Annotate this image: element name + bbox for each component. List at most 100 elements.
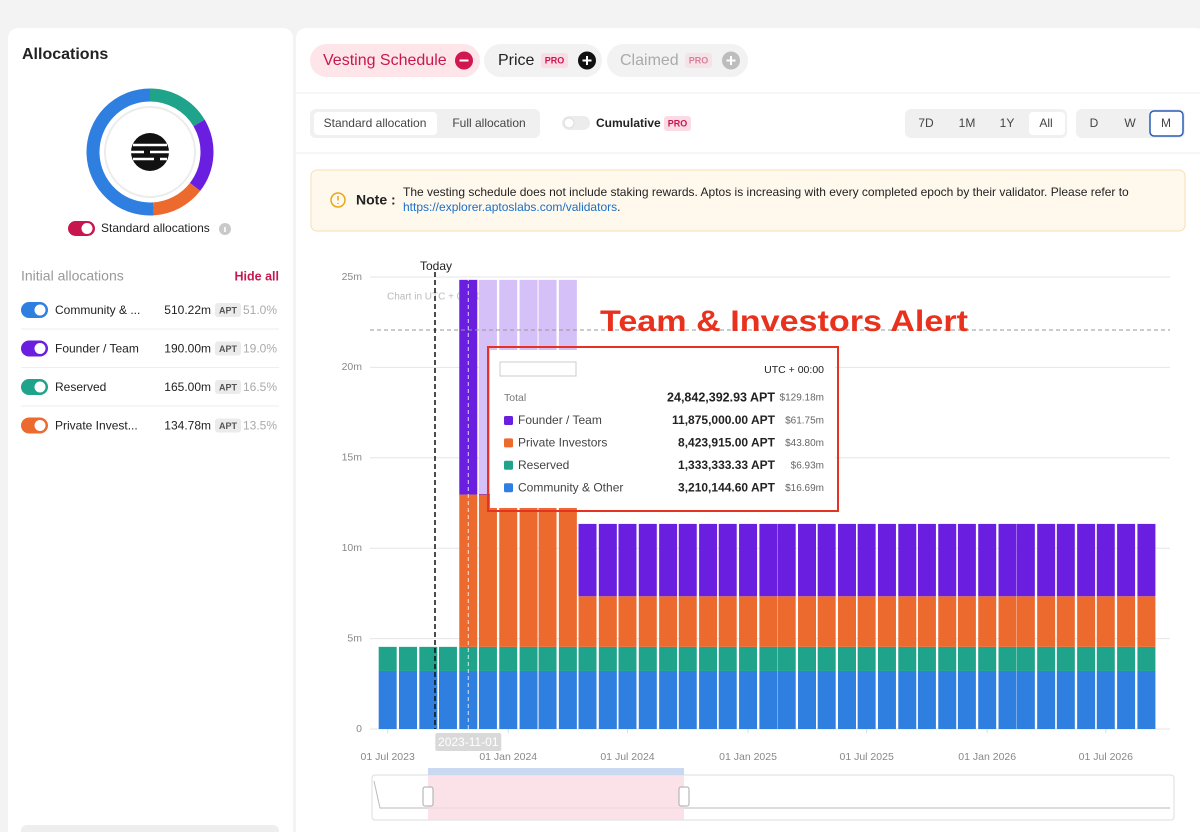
alert-box <box>487 346 839 512</box>
bar-segment <box>478 494 497 647</box>
bar-segment <box>618 670 637 729</box>
navigator-scrollbar[interactable] <box>428 768 684 775</box>
range-button[interactable]: 1Y <box>1000 116 1015 130</box>
tab[interactable] <box>607 44 748 77</box>
bar-segment <box>739 646 758 671</box>
toggle-label: Standard allocations <box>101 221 210 235</box>
bar-segment <box>638 670 657 729</box>
donut-segment <box>149 88 205 127</box>
hover-date-tag <box>435 733 502 751</box>
bar-segment <box>777 523 796 597</box>
bar-segment <box>759 670 778 729</box>
bar-segment <box>718 523 737 597</box>
bar-segment <box>1056 523 1075 597</box>
note-end: . <box>617 200 620 214</box>
unit-badge-text: APT <box>219 344 238 354</box>
bar-segment <box>1096 596 1115 647</box>
bar-segment <box>1137 646 1156 671</box>
logo-lines <box>131 143 169 161</box>
bar-segment <box>499 646 518 671</box>
tooltip-amount: 11,875,000.00 APT <box>672 413 776 427</box>
bar-segment <box>1117 596 1136 647</box>
bar-segment <box>978 596 997 647</box>
bar-segment <box>998 646 1017 671</box>
bar-segment <box>1077 646 1096 671</box>
range-control <box>905 109 1067 138</box>
donut-segment <box>86 88 154 216</box>
bar-segment <box>759 523 778 597</box>
navigator-selection[interactable] <box>428 775 684 820</box>
bar-segment <box>857 670 876 729</box>
bar-segment <box>699 523 718 597</box>
tooltip-series-name: Reserved <box>518 458 569 472</box>
bar-segment <box>998 670 1017 729</box>
bar-segment <box>759 646 778 671</box>
sidebar-title: Allocations <box>22 46 108 63</box>
tab[interactable] <box>310 44 480 77</box>
bar-segment <box>739 670 758 729</box>
tooltip-usd: $16.69m <box>785 483 824 494</box>
bar-segment <box>877 596 896 647</box>
bar-segment <box>419 670 438 729</box>
bar-segment <box>877 670 896 729</box>
bar-segment <box>718 646 737 671</box>
bar-segment <box>917 596 936 647</box>
navigator-handle[interactable] <box>422 786 434 807</box>
bar-segment <box>1137 523 1156 597</box>
allocation-mode[interactable]: Full allocation <box>452 116 525 130</box>
bar-segment <box>798 596 817 647</box>
bar-segment <box>957 596 976 647</box>
bar-segment <box>817 646 836 671</box>
tooltip-amount: 8,423,915.00 APT <box>678 436 776 450</box>
bar-segment <box>1037 670 1056 729</box>
bar-segment <box>917 646 936 671</box>
bar-segment <box>578 646 597 671</box>
unit-badge <box>215 380 241 394</box>
range-button[interactable]: All <box>1039 116 1052 130</box>
x-tick-label: 01 Jul 2026 <box>1079 751 1133 763</box>
allocation-percent: 13.5% <box>243 419 277 433</box>
donut-segment <box>152 182 201 216</box>
tooltip-rows: Founder / Team 11,875,000.00 APT $61.75m Pr… <box>504 413 824 494</box>
interval-button[interactable]: W <box>1124 116 1136 130</box>
bar-segment <box>1056 670 1075 729</box>
selected-segment <box>314 112 437 135</box>
bar-segment <box>978 523 997 597</box>
bar-segment <box>618 646 637 671</box>
selected-segment <box>1029 112 1065 135</box>
tooltip-usd: $61.75m <box>785 416 824 427</box>
tab-label: Price <box>498 52 535 69</box>
bar-segment <box>519 646 538 671</box>
bar-segment <box>718 670 737 729</box>
allocation-amount: 510.22m <box>164 303 211 317</box>
unit-badge <box>215 303 241 317</box>
controls: Standard allocation Full allocation 7D 1M 1Y… <box>324 116 1171 130</box>
bar-segment <box>1016 646 1035 671</box>
bar-segment <box>1137 596 1156 647</box>
bar-segment <box>459 279 478 495</box>
range-button[interactable]: 7D <box>918 116 934 130</box>
bar-segment <box>478 670 497 729</box>
bar-segment <box>857 523 876 597</box>
toggle-knob <box>34 381 46 393</box>
unit-badge-text: APT <box>219 382 238 392</box>
toggle-knob <box>81 223 93 234</box>
pro-badge-text: PRO <box>668 118 688 128</box>
bar-segment <box>898 523 917 597</box>
interval-button[interactable]: D <box>1090 116 1099 130</box>
bar-segment <box>917 523 936 597</box>
navigator-handle[interactable] <box>678 786 690 807</box>
toggle-knob <box>563 117 575 129</box>
note-box <box>310 169 1186 232</box>
bar-segment <box>1016 523 1035 597</box>
x-tick-label: 01 Jul 2024 <box>600 751 654 763</box>
bar-segment <box>538 670 557 729</box>
hide-all[interactable]: Hide all <box>235 269 279 283</box>
tooltip-series-name: Private Investors <box>518 436 607 450</box>
plus-icon <box>582 56 592 65</box>
bar-segment <box>938 670 957 729</box>
range-button[interactable]: 1M <box>959 116 976 130</box>
allocation-mode[interactable]: Standard allocation <box>324 116 427 130</box>
note-link[interactable]: https://explorer.aptoslabs.com/validator… <box>403 200 617 214</box>
interval-button[interactable]: M <box>1161 116 1171 130</box>
